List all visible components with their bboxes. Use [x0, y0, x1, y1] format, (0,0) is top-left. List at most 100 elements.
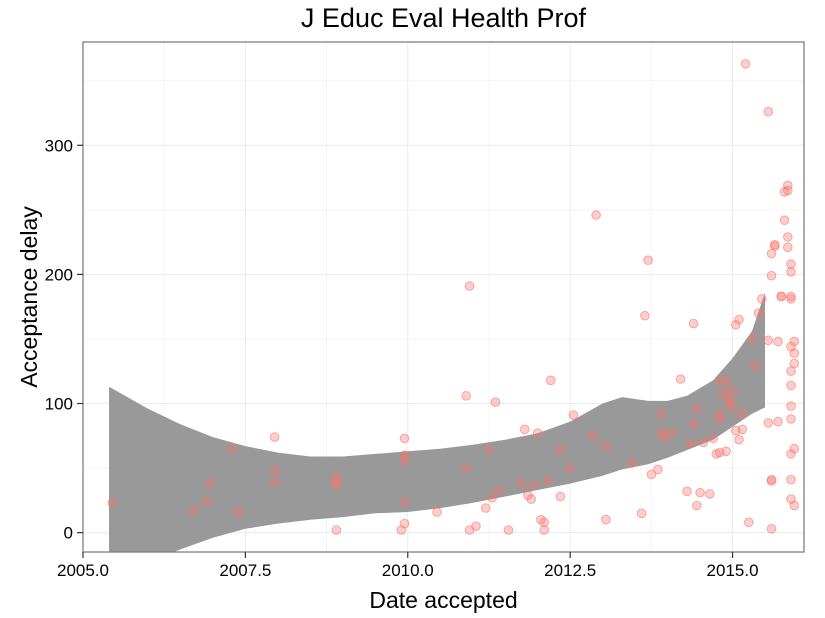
data-point — [542, 476, 553, 486]
data-point — [643, 255, 653, 266]
data-point — [269, 432, 280, 442]
data-point — [636, 508, 647, 519]
data-point — [484, 445, 494, 455]
data-point — [555, 491, 566, 502]
data-point — [737, 424, 748, 435]
data-point — [331, 525, 342, 535]
data-point — [727, 385, 738, 396]
data-point — [204, 478, 215, 489]
data-point — [731, 320, 741, 330]
data-point — [783, 242, 793, 253]
data-point — [487, 493, 498, 503]
data-point — [786, 414, 796, 424]
x-tick-label: 2012.5 — [544, 561, 596, 580]
data-point — [786, 474, 796, 485]
data-point — [734, 434, 744, 445]
data-point — [656, 409, 666, 419]
data-point — [490, 397, 501, 408]
data-point — [227, 443, 238, 454]
data-point — [789, 336, 800, 347]
x-tick-label: 2010.0 — [382, 561, 434, 580]
data-points — [107, 59, 800, 535]
data-point — [789, 443, 800, 454]
data-point — [503, 525, 514, 535]
data-point — [766, 270, 777, 281]
data-point — [688, 318, 699, 329]
data-point — [783, 180, 793, 191]
data-point — [721, 446, 731, 457]
data-point — [539, 517, 550, 528]
data-point — [705, 489, 715, 499]
data-point — [727, 402, 738, 413]
data-point — [493, 485, 504, 495]
y-tick-label: 300 — [45, 136, 73, 155]
y-tick-label: 0 — [64, 524, 73, 543]
data-point — [627, 458, 637, 468]
data-point — [734, 314, 744, 325]
data-point — [461, 391, 472, 401]
data-point — [753, 308, 764, 318]
data-point — [714, 414, 725, 424]
data-point — [399, 455, 410, 466]
data-point — [718, 388, 728, 399]
data-point — [688, 419, 699, 430]
data-point — [750, 361, 761, 371]
data-point — [399, 518, 410, 529]
data-point — [685, 438, 696, 449]
data-point — [269, 477, 280, 488]
data-point — [471, 521, 481, 532]
data-point — [555, 445, 566, 455]
data-point — [601, 441, 611, 451]
y-tick-label: 100 — [45, 395, 73, 414]
data-point — [779, 215, 790, 225]
data-point — [786, 449, 796, 459]
data-point — [763, 106, 774, 117]
data-point — [532, 428, 543, 439]
data-point — [708, 433, 718, 444]
data-point — [692, 500, 702, 511]
data-point — [646, 469, 657, 480]
data-point — [461, 463, 472, 473]
data-point — [766, 476, 777, 486]
data-point — [786, 294, 796, 304]
data-point — [698, 437, 709, 448]
data-point — [786, 259, 796, 269]
x-tick-label: 2007.5 — [219, 561, 271, 580]
data-point — [744, 517, 754, 528]
y-tick-label: 200 — [45, 265, 73, 284]
data-point — [666, 428, 676, 439]
data-point — [529, 480, 540, 490]
data-point — [737, 409, 748, 419]
data-point — [591, 210, 601, 220]
data-point — [675, 374, 686, 384]
data-point — [766, 524, 777, 534]
data-point — [773, 416, 783, 427]
data-point — [601, 514, 611, 525]
data-point — [539, 525, 550, 535]
data-point — [783, 232, 793, 242]
data-point — [516, 478, 527, 489]
data-point — [565, 463, 576, 473]
data-point — [747, 334, 757, 344]
data-point — [786, 267, 796, 277]
x-tick-label: 2005.0 — [57, 561, 109, 580]
data-point — [721, 376, 731, 387]
data-point — [740, 59, 751, 69]
data-point — [432, 507, 442, 517]
data-point — [519, 424, 530, 435]
smooth-confidence-band — [109, 292, 765, 552]
data-point — [640, 310, 650, 321]
data-point — [714, 409, 725, 419]
data-point — [770, 239, 780, 250]
data-point — [789, 348, 800, 359]
data-point — [107, 498, 117, 508]
data-point — [776, 291, 787, 302]
y-axis-title: Acceptance delay — [16, 206, 42, 388]
data-point — [464, 281, 475, 291]
plot-panel-border — [82, 41, 805, 553]
x-tick-label: 2015.0 — [707, 561, 759, 580]
data-point — [783, 185, 793, 196]
data-point — [789, 500, 800, 511]
data-point — [399, 433, 410, 444]
